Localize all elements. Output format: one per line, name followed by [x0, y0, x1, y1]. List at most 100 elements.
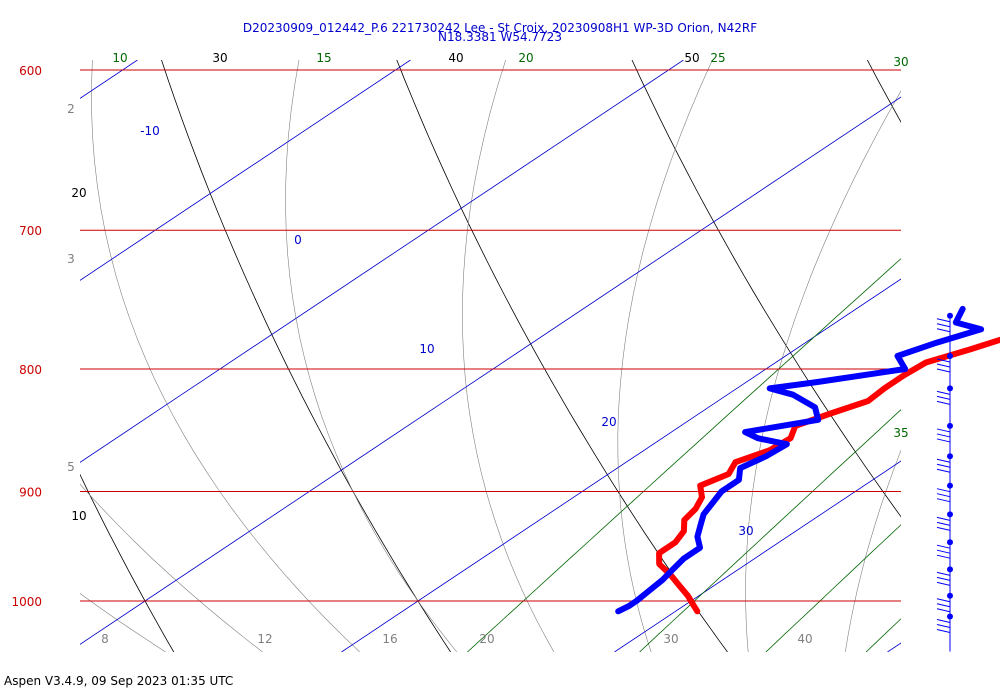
dry-adiabat-line	[80, 473, 175, 652]
wind-barb-feather	[936, 628, 951, 633]
isotherm-line	[80, 60, 138, 99]
moist-adiabat-line	[845, 449, 901, 652]
wind-barb-feather	[936, 576, 951, 581]
moist-adiabat-line	[462, 60, 555, 652]
wind-barb-feather	[936, 390, 951, 395]
isotherm-label: 20	[601, 415, 616, 429]
wind-barb-dot	[947, 482, 953, 489]
wind-barbs	[936, 312, 953, 652]
isotherms	[80, 60, 901, 652]
mixing-ratio-label: 20	[518, 51, 533, 65]
dewpoint-trace	[615, 305, 985, 615]
pressure-label: 700	[19, 224, 42, 238]
moist-adiabat-line	[0, 60, 68, 652]
dry-adiabat-line	[631, 60, 901, 518]
wind-barb-feather	[936, 428, 951, 433]
moist-adiabat-line	[80, 593, 166, 652]
footer-version: Aspen V3.4.9, 09 Sep 2023 01:35 UTC	[4, 674, 234, 688]
wind-barb-feather	[936, 438, 951, 443]
wind-barb-feather	[936, 598, 951, 603]
dry-adiabat-label: 20	[71, 186, 86, 200]
moist-adiabats	[0, 60, 901, 652]
wind-barb-feather	[936, 363, 951, 368]
wind-barb-feather	[936, 368, 951, 373]
moist-adiabat-label: 12	[257, 632, 272, 646]
chart-title: D20230909_012442_P.6 221730242 Lee - St …	[242, 21, 758, 35]
moist-adiabat-line	[285, 60, 458, 652]
wind-barb-feather	[936, 526, 951, 531]
isotherm-line	[341, 278, 901, 652]
moist-adiabat-label: 16	[382, 632, 397, 646]
wind-barb-feather	[936, 571, 951, 576]
wind-barb-feather	[936, 323, 951, 328]
wind-barb-feather	[936, 463, 951, 468]
wind-barb-feather	[936, 623, 951, 628]
mixing-ratio-label: 35	[893, 426, 908, 440]
mixing-ratio-label: 25	[710, 51, 725, 65]
wind-barb-dot	[947, 511, 953, 518]
isobars: 600 700 800 900 1000	[11, 64, 901, 609]
wind-barb-feather	[936, 554, 951, 559]
wind-barb-feather	[936, 498, 951, 503]
isotherm-line	[80, 96, 901, 645]
moist-adiabat-label: 2	[67, 102, 75, 116]
wind-barb-feather	[936, 468, 951, 473]
wind-barb-feather	[936, 581, 951, 586]
mixing-ratio-line	[865, 618, 901, 652]
mixing-ratio-label: 30	[893, 55, 908, 69]
moist-adiabat-line	[617, 60, 713, 652]
wind-barb-feather	[936, 618, 951, 623]
dry-adiabat-label: 10	[71, 509, 86, 523]
sounding-series	[615, 305, 1000, 615]
moist-adiabat-label: 30	[663, 632, 678, 646]
wind-barb-feather	[936, 549, 951, 554]
wind-barb-dot	[947, 422, 953, 429]
moist-adiabat-label: 5	[67, 460, 75, 474]
wind-barb-feather	[936, 544, 951, 549]
isotherm-label: 10	[419, 342, 434, 356]
wind-barb-feather	[936, 395, 951, 400]
wind-barb-dot	[947, 453, 953, 460]
isotherm-line	[80, 60, 411, 281]
dry-adiabat-line	[866, 60, 901, 123]
isotherm-label: 30	[738, 524, 753, 538]
mixing-ratio-label: 10	[112, 51, 127, 65]
wind-barb-feather	[936, 493, 951, 498]
wind-barb-dot	[947, 566, 953, 573]
chart-subtitle: N18.3381 W54.7723	[438, 30, 562, 44]
moist-adiabat-label: 3	[67, 252, 75, 266]
dry-adiabat-line	[161, 60, 451, 652]
moist-adiabat-label: 8	[101, 632, 109, 646]
wind-barb-feather	[936, 458, 951, 463]
pressure-label: 800	[19, 363, 42, 377]
dry-adiabat-label: 50	[684, 51, 699, 65]
wind-barb-feather	[936, 433, 951, 438]
isotherm-label: -10	[140, 124, 160, 138]
isotherm-label: 0	[294, 233, 302, 247]
dry-adiabat-label: 30	[212, 51, 227, 65]
wind-barb-feather	[936, 608, 951, 613]
mixing-ratio-line	[639, 409, 901, 652]
wind-barb-feather	[936, 488, 951, 493]
mixing-ratio-lines	[467, 258, 901, 652]
mixing-ratio-line	[467, 258, 901, 652]
wind-barb-feather	[936, 521, 951, 526]
isotherm-line	[614, 460, 901, 652]
dry-adiabat-label: 40	[448, 51, 463, 65]
wind-barb-feather	[936, 328, 951, 333]
dry-adiabats	[80, 60, 901, 652]
wind-barb-feather	[936, 400, 951, 405]
moist-adiabat-line	[91, 60, 360, 652]
wind-barb-feather	[936, 358, 951, 363]
wind-barb-feather	[936, 318, 951, 323]
temperature-trace	[656, 336, 1000, 615]
wind-barb-dot	[947, 385, 953, 392]
wind-barb-feather	[936, 516, 951, 521]
moist-adiabat-label: 40	[797, 632, 812, 646]
mixing-ratio-line	[765, 524, 901, 652]
wind-barb-dot	[947, 539, 953, 546]
moist-adiabat-label: 20	[479, 632, 494, 646]
moist-adiabat-line	[80, 483, 263, 652]
